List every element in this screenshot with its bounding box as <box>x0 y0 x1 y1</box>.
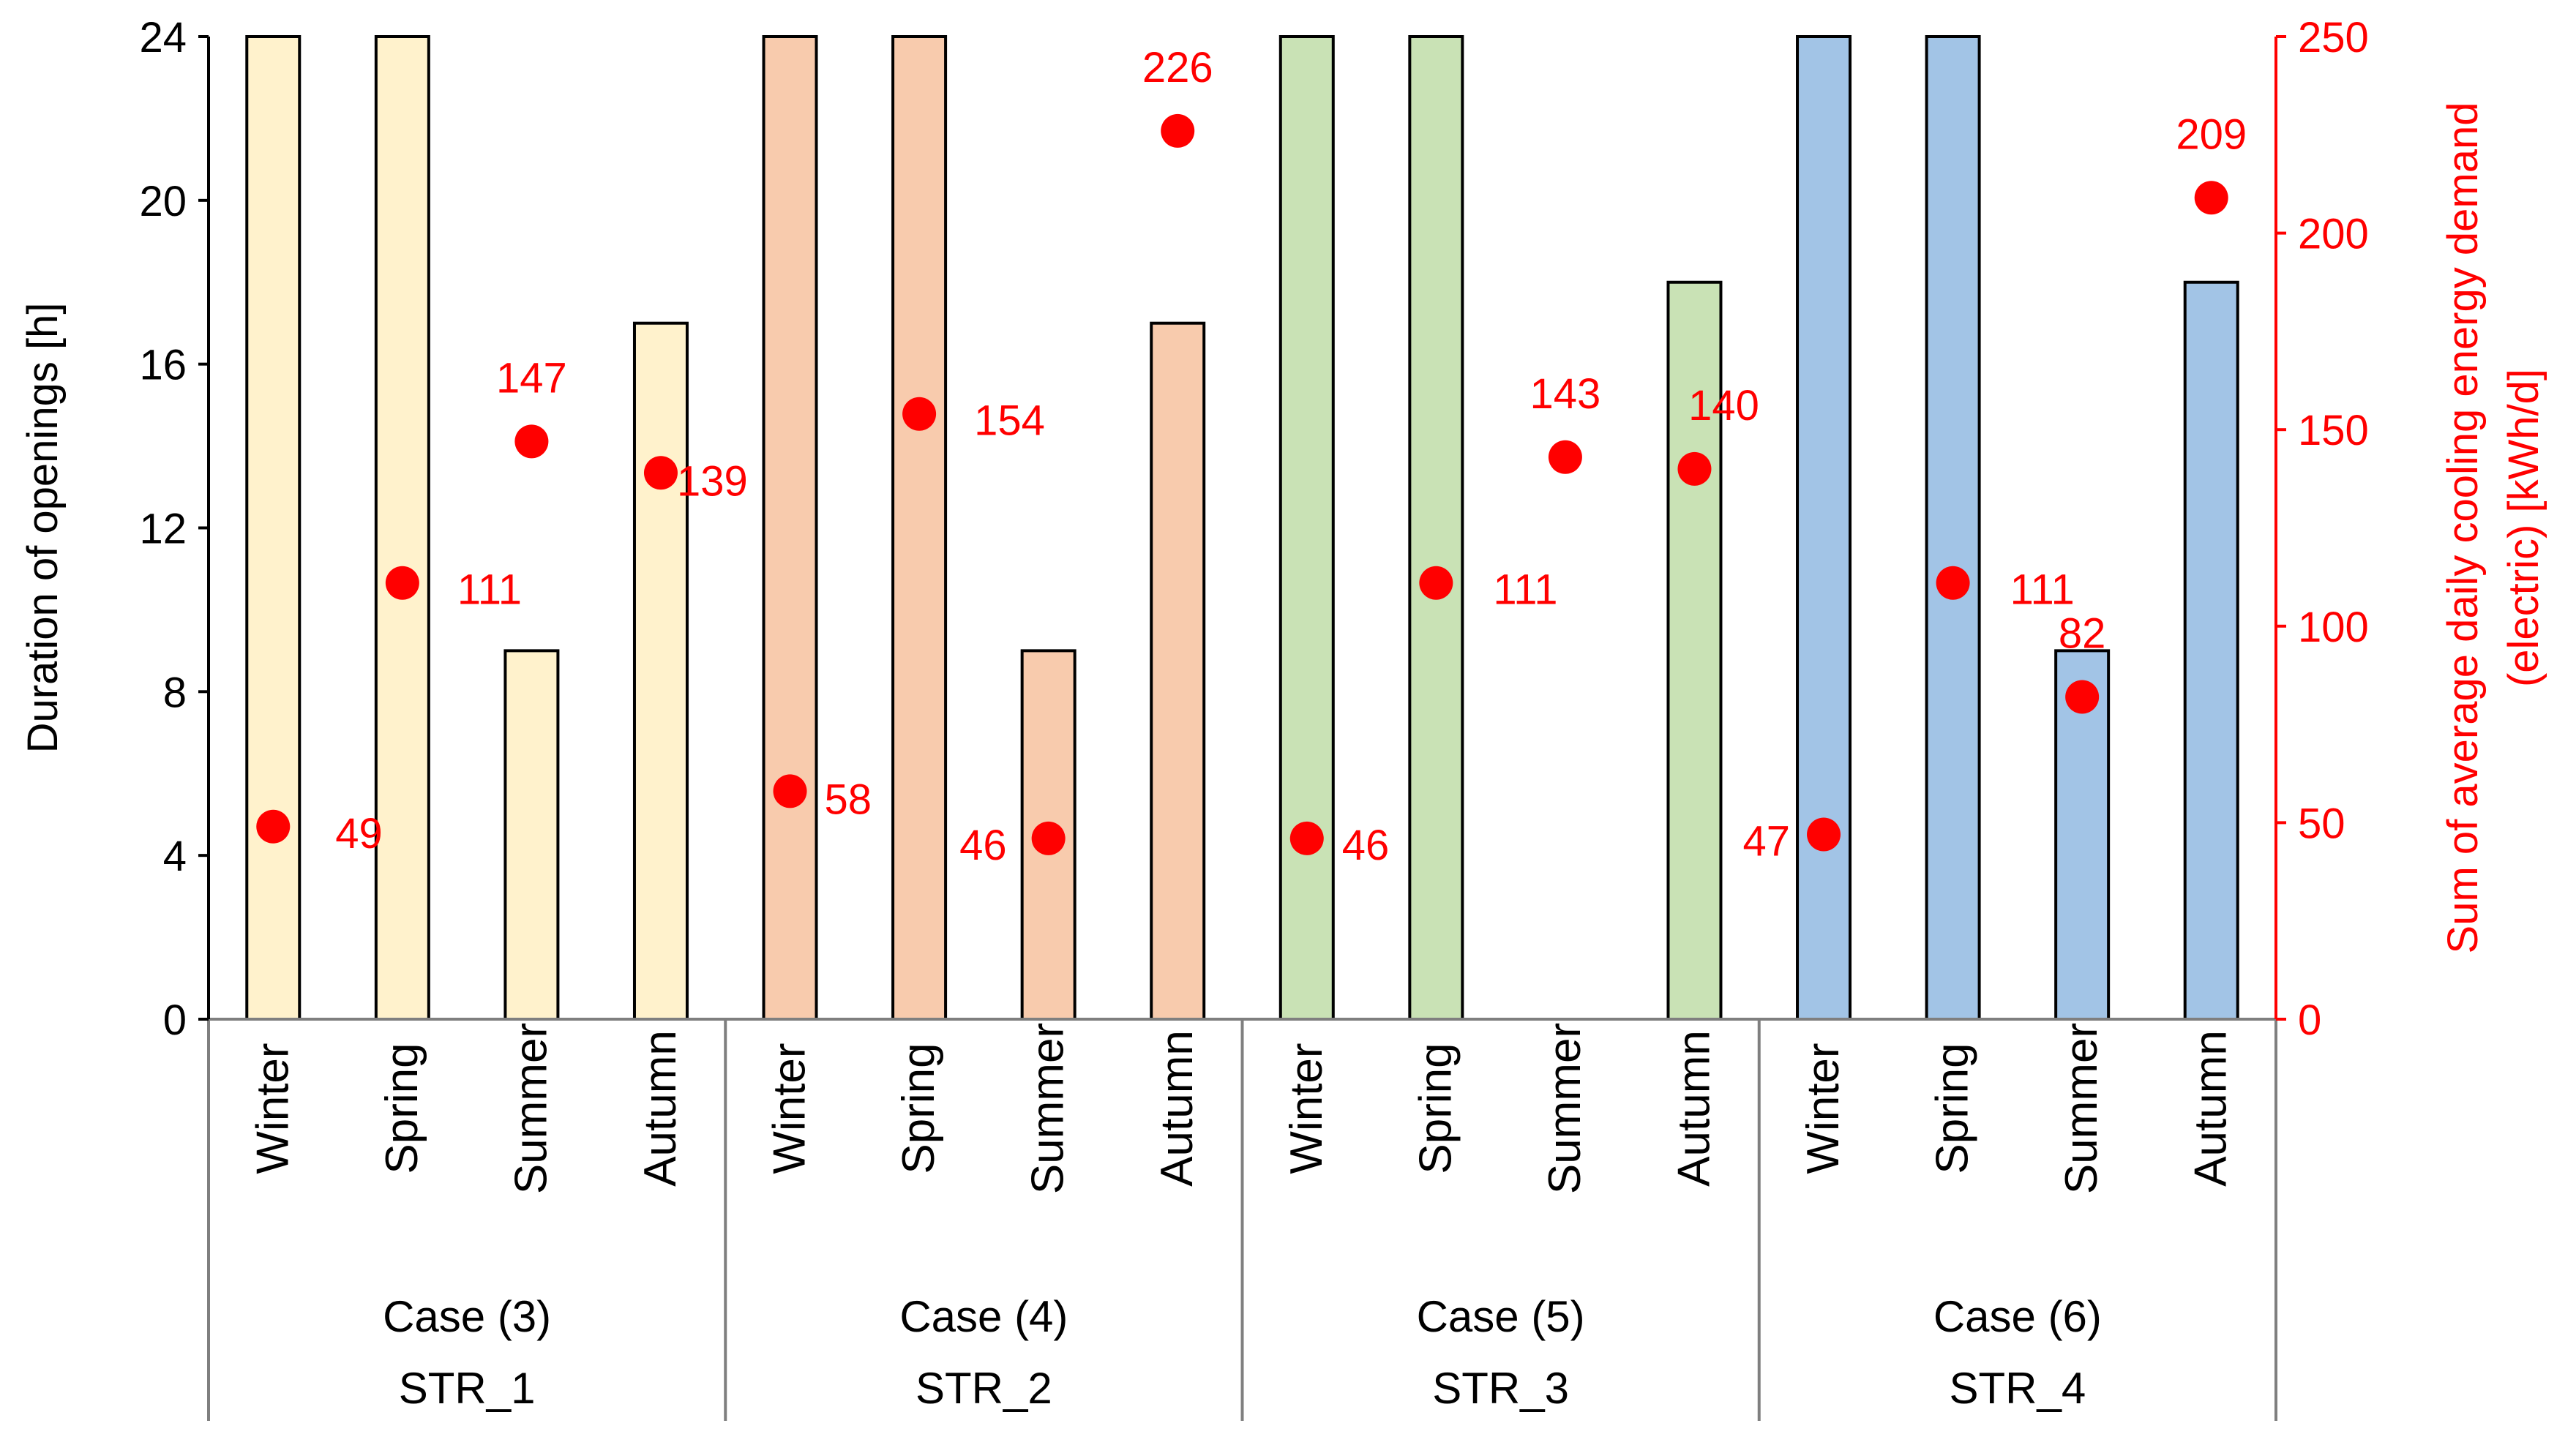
right-y-tick-label: 150 <box>2298 407 2369 454</box>
cooling-point-STR_3-spring <box>1419 566 1453 600</box>
season-label-STR_2-summer: Summer <box>1023 1023 1074 1194</box>
bar-STR_4-autumn <box>2183 280 2239 1021</box>
group-strategy-label: STR_2 <box>916 1364 1052 1413</box>
bar-STR_3-autumn <box>1666 280 1723 1021</box>
bars-layer <box>245 35 2239 1021</box>
group-case-label: Case (5) <box>1417 1292 1585 1341</box>
season-label-STR_1-autumn: Autumn <box>635 1030 686 1187</box>
cooling-point-STR_2-summer <box>1031 821 1066 855</box>
bar-STR_4-winter <box>1796 35 1852 1021</box>
cooling-point-STR_4-winter <box>1807 817 1841 852</box>
left-y-tick-label: 8 <box>163 669 187 716</box>
left-y-tick-label: 16 <box>139 342 187 389</box>
group-strategy-label: STR_3 <box>1432 1364 1569 1413</box>
right-y-tick-label: 250 <box>2298 14 2369 61</box>
data-label-STR_3-winter: 46 <box>1342 822 1390 869</box>
right-y-tick-label: 200 <box>2298 211 2369 258</box>
data-label-STR_4-summer: 82 <box>2059 609 2106 657</box>
season-label-STR_3-autumn: Autumn <box>1669 1030 1719 1187</box>
axes-layer <box>198 35 2286 1421</box>
group-strategy-label: STR_4 <box>1950 1364 2086 1413</box>
labels-layer: 49 Winter 111 Spring 147 Summer 139 Autumn Case … <box>19 14 2547 1413</box>
right-y-axis-title-line2: (electric) [kWh/d] <box>2500 369 2547 687</box>
season-label-STR_3-spring: Spring <box>1410 1043 1461 1174</box>
right-y-tick-label: 0 <box>2298 997 2321 1044</box>
bar-STR_4-spring <box>1925 35 1981 1021</box>
group-case-label: Case (6) <box>1933 1292 2102 1341</box>
season-label-STR_2-spring: Spring <box>894 1043 944 1174</box>
season-label-STR_2-winter: Winter <box>765 1043 815 1174</box>
data-label-STR_3-spring: 111 <box>1493 566 1557 614</box>
cooling-point-STR_3-winter <box>1289 821 1324 855</box>
cooling-point-STR_4-spring <box>1936 566 1970 600</box>
season-label-STR_4-summer: Summer <box>2056 1023 2107 1194</box>
data-label-STR_1-autumn: 139 <box>677 457 748 505</box>
bar-STR_2-spring <box>891 35 948 1021</box>
bar-STR_1-spring <box>374 35 430 1021</box>
left-y-tick-label: 12 <box>139 506 187 553</box>
data-label-STR_1-winter: 49 <box>335 810 383 857</box>
cooling-point-STR_1-spring <box>385 566 419 600</box>
cooling-point-STR_3-summer <box>1548 440 1582 474</box>
right-y-axis-title-line1: Sum of average daily cooling energy dema… <box>2439 102 2487 954</box>
cooling-point-STR_4-summer <box>2065 680 2100 714</box>
season-label-STR_3-winter: Winter <box>1281 1043 1332 1174</box>
data-label-STR_2-spring: 154 <box>974 397 1045 445</box>
left-y-tick-label: 4 <box>163 833 187 880</box>
left-y-axis-title: Duration of openings [h] <box>19 303 67 754</box>
data-label-STR_4-autumn: 209 <box>2176 110 2247 158</box>
group-strategy-label: STR_1 <box>399 1364 536 1413</box>
bar-STR_3-spring <box>1408 35 1464 1021</box>
season-label-STR_4-autumn: Autumn <box>2186 1030 2236 1187</box>
bar-STR_3-winter <box>1278 35 1335 1021</box>
cooling-point-STR_1-autumn <box>643 456 678 490</box>
data-label-STR_2-summer: 46 <box>959 822 1007 869</box>
cooling-point-STR_3-autumn <box>1677 451 1712 486</box>
data-label-STR_4-winter: 47 <box>1743 818 1791 866</box>
cooling-point-STR_1-winter <box>256 809 291 844</box>
points-layer <box>256 113 2228 855</box>
season-label-STR_1-winter: Winter <box>247 1043 298 1174</box>
bar-STR_2-autumn <box>1150 321 1206 1021</box>
data-label-STR_2-winter: 58 <box>825 776 872 823</box>
season-label-STR_4-spring: Spring <box>1928 1043 1978 1174</box>
season-label-STR_4-winter: Winter <box>1798 1043 1849 1174</box>
season-label-STR_3-summer: Summer <box>1540 1023 1590 1194</box>
bar-STR_2-winter <box>762 35 818 1021</box>
data-label-STR_3-autumn: 140 <box>1688 382 1759 429</box>
left-y-tick-label: 20 <box>139 178 187 225</box>
data-label-STR_3-summer: 143 <box>1530 370 1601 418</box>
group-case-label: Case (3) <box>383 1292 551 1341</box>
data-label-STR_1-summer: 147 <box>496 354 567 402</box>
bar-STR_1-summer <box>503 649 560 1021</box>
season-label-STR_1-summer: Summer <box>506 1023 556 1194</box>
bar-STR_1-winter <box>245 35 302 1021</box>
cooling-point-STR_2-autumn <box>1161 113 1195 148</box>
group-case-label: Case (4) <box>899 1292 1068 1341</box>
cooling-point-STR_4-autumn <box>2194 181 2228 215</box>
data-label-STR_2-autumn: 226 <box>1142 44 1213 91</box>
data-label-STR_4-spring: 111 <box>2010 566 2075 614</box>
season-label-STR_2-autumn: Autumn <box>1152 1030 1202 1187</box>
right-y-tick-label: 100 <box>2298 604 2369 651</box>
cooling-point-STR_2-winter <box>773 774 807 808</box>
cooling-point-STR_2-spring <box>902 397 937 431</box>
data-label-STR_1-spring: 111 <box>457 566 522 614</box>
left-y-tick-label: 24 <box>139 14 187 61</box>
bar-STR_1-autumn <box>632 321 689 1021</box>
left-y-tick-label: 0 <box>163 997 187 1044</box>
cooling-point-STR_1-summer <box>514 424 549 459</box>
right-y-tick-label: 50 <box>2298 800 2345 847</box>
season-label-STR_1-spring: Spring <box>377 1043 427 1174</box>
